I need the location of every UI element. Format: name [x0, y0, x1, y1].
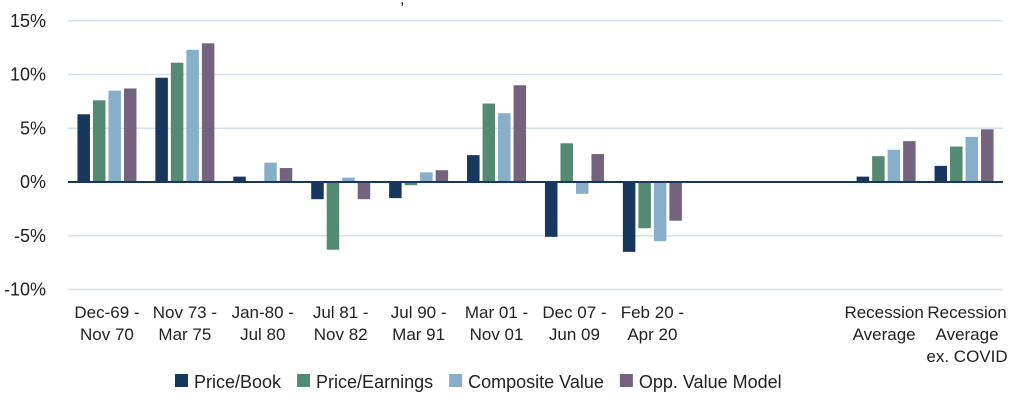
legend-swatch [449, 374, 463, 387]
legend-swatch [175, 374, 188, 387]
bar-price-book [155, 77, 168, 182]
x-tick-label: ex. COVID [926, 347, 1007, 366]
x-tick-label: Mar 01 - [465, 303, 528, 322]
x-tick-label: Jan-80 - [232, 303, 294, 322]
bar-composite-value [264, 162, 277, 182]
x-tick-label: Average [853, 325, 916, 344]
chart-title-fragment: , [400, 0, 404, 8]
bar-composite-value [653, 182, 667, 242]
bar-price-book [233, 176, 246, 182]
bar-price-earnings [404, 182, 418, 186]
bar-price-book [544, 182, 558, 237]
bar-opp-value-model [591, 154, 604, 182]
bar-opp-value-model [279, 168, 293, 182]
x-tick-label: Mar 91 [392, 325, 445, 344]
bar-price-earnings [560, 143, 573, 182]
x-tick-label: Dec-69 - [74, 303, 139, 322]
legend-swatch [297, 374, 311, 387]
bar-price-earnings [482, 103, 496, 182]
bar-composite-value [108, 90, 121, 182]
bar-composite-value [887, 149, 901, 182]
legend-label: Composite Value [468, 372, 604, 392]
bar-opp-value-model [123, 88, 137, 182]
y-tick-label: -10% [4, 280, 46, 300]
x-tick-label: Recession [927, 303, 1006, 322]
x-tick-label: Feb 20 - [621, 303, 684, 322]
bar-opp-value-model [669, 182, 682, 221]
bar-price-earnings [950, 146, 963, 182]
bar-price-book [467, 155, 480, 182]
y-tick-label: 5% [20, 118, 46, 138]
x-tick-label: Nov 82 [314, 325, 368, 344]
bar-opp-value-model [201, 43, 215, 183]
bar-price-earnings [92, 100, 106, 182]
legend-label: Price/Book [194, 372, 282, 392]
x-tick-label: Average [936, 325, 999, 344]
bar-price-book [622, 182, 636, 252]
bar-composite-value [342, 177, 355, 182]
legend-label: Price/Earnings [316, 372, 433, 392]
y-tick-label: 0% [20, 172, 46, 192]
x-tick-label: Nov 73 - [153, 303, 217, 322]
bar-composite-value [420, 172, 433, 182]
x-tick-label: Jul 90 - [391, 303, 447, 322]
bar-opp-value-model [357, 182, 371, 200]
bar-price-book [311, 182, 324, 200]
x-tick-label: Recession [844, 303, 923, 322]
bar-price-book [856, 176, 870, 182]
x-tick-label: Mar 75 [158, 325, 211, 344]
legend-label: Opp. Value Model [639, 372, 782, 392]
bar-price-book [389, 182, 402, 199]
y-tick-label: -5% [14, 226, 46, 246]
bar-price-earnings [872, 156, 885, 182]
x-tick-label: Jul 81 - [313, 303, 369, 322]
bar-composite-value [498, 113, 511, 182]
y-tick-label: 10% [10, 65, 46, 85]
bar-composite-value [965, 136, 979, 182]
legend-swatch [619, 374, 633, 387]
bar-price-earnings [638, 182, 651, 229]
bar-composite-value [186, 49, 199, 183]
bar-opp-value-model [903, 141, 916, 182]
bar-price-book [77, 114, 90, 182]
bar-price-earnings [326, 182, 340, 250]
bar-composite-value [575, 182, 589, 194]
y-tick-label: 15% [10, 11, 46, 31]
bar-opp-value-model [513, 85, 527, 182]
x-tick-label: Nov 70 [80, 325, 134, 344]
x-tick-label: Jul 80 [240, 325, 285, 344]
bar-price-earnings [170, 62, 184, 182]
bar-opp-value-model [435, 170, 449, 182]
x-tick-label: Jun 09 [549, 325, 600, 344]
x-tick-label: Apr 20 [627, 325, 677, 344]
x-tick-label: Dec 07 - [542, 303, 606, 322]
bar-price-book [934, 165, 948, 182]
bar-opp-value-model [981, 129, 994, 182]
x-tick-label: Nov 01 [470, 325, 524, 344]
